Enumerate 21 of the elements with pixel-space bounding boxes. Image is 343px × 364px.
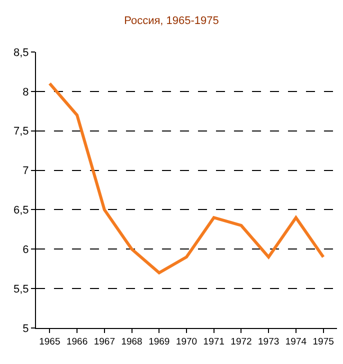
x-tick-label: 1972	[230, 336, 252, 348]
y-tick-label: 5	[22, 322, 29, 335]
x-tick-label: 1970	[176, 336, 198, 348]
x-tick-label: 1973	[258, 336, 280, 348]
x-tick-label: 1967	[94, 336, 115, 348]
x-tick-label: 1971	[203, 336, 224, 348]
x-tick-label: 1966	[66, 336, 88, 348]
y-tick-label: 7	[22, 165, 29, 178]
y-tick-label: 7,5	[14, 126, 29, 138]
y-tick-label: 8,5	[14, 46, 29, 59]
x-tick-label: 1968	[121, 336, 142, 348]
chart-title: Россия, 1965-1975	[124, 15, 219, 28]
x-tick-label: 1974	[285, 336, 307, 348]
x-tick-label: 1969	[148, 336, 170, 348]
line-series	[48, 82, 325, 274]
y-tick-label: 8	[22, 86, 29, 98]
x-tick-label: 1975	[312, 336, 334, 348]
y-tick-label: 6,5	[14, 204, 29, 217]
y-tick-label: 6	[22, 244, 29, 256]
y-tick-label: 5,5	[14, 283, 29, 296]
x-tick-label: 1965	[39, 336, 60, 348]
